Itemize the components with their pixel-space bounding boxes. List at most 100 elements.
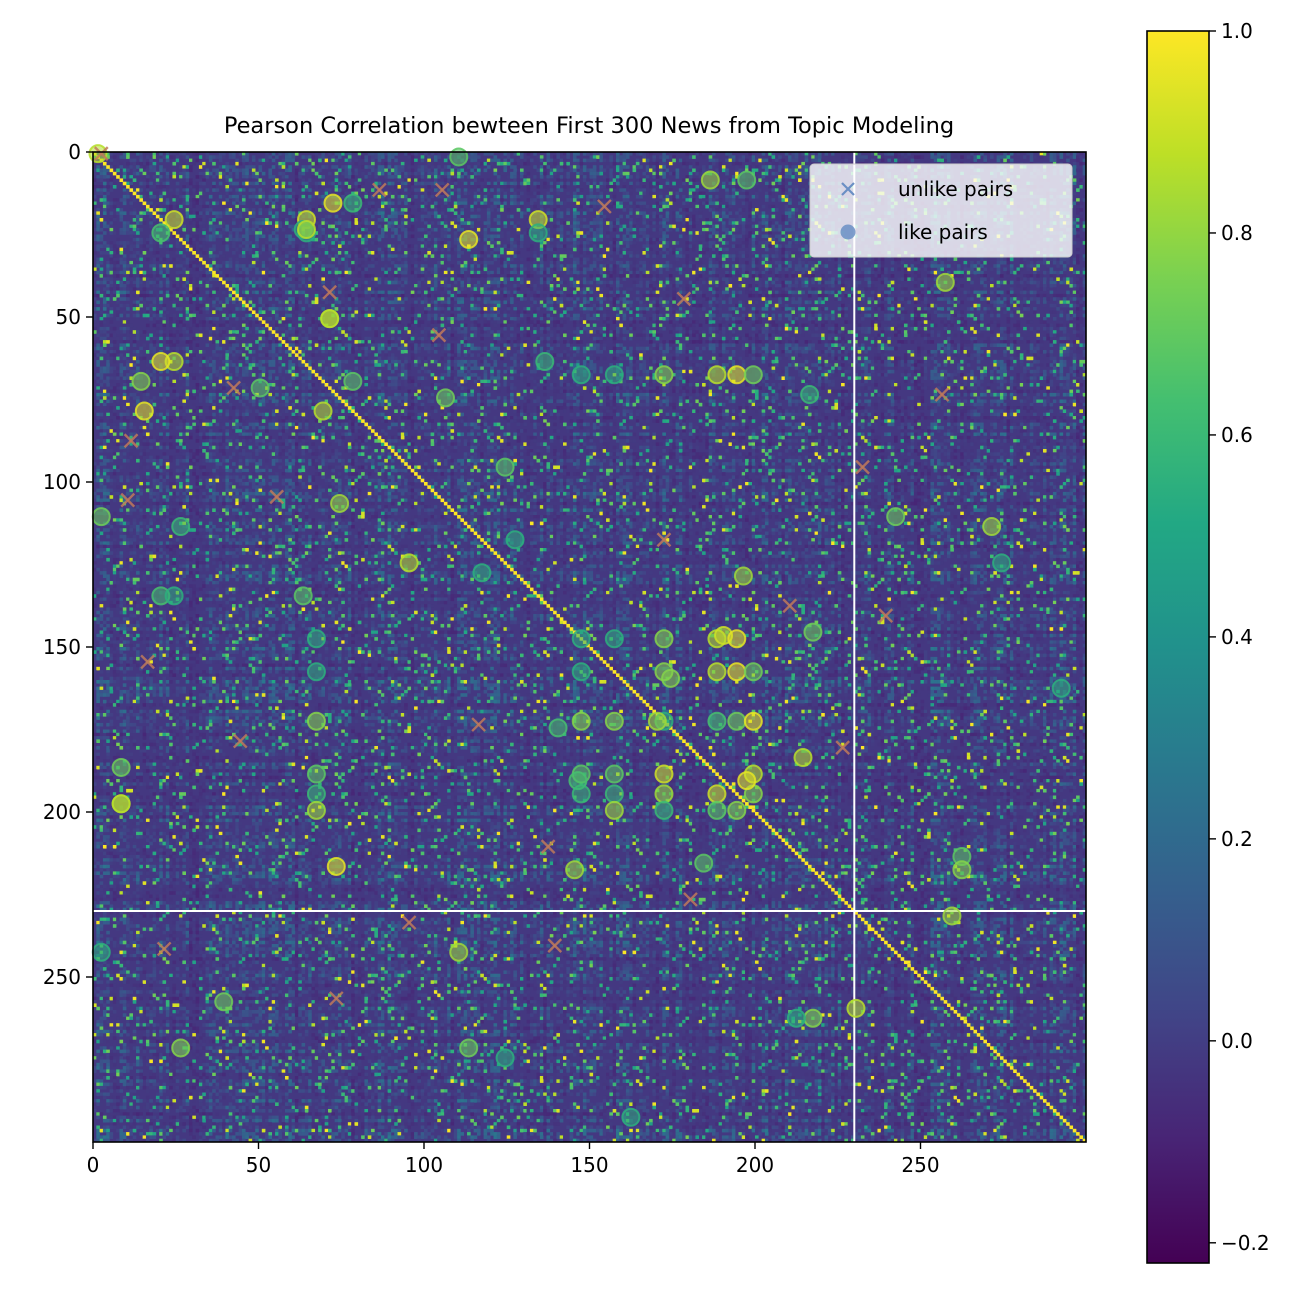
heatmap-cell — [494, 205, 498, 209]
heatmap-cell — [421, 169, 425, 173]
heatmap-cell — [811, 155, 815, 159]
heatmap-cell — [719, 205, 723, 209]
heatmap-cell — [583, 169, 587, 173]
heatmap-cell — [477, 169, 481, 173]
heatmap-cell — [801, 162, 805, 166]
heatmap-cell — [153, 175, 157, 179]
heatmap-cell — [646, 165, 650, 169]
heatmap-cell — [758, 159, 762, 163]
heatmap-cell — [527, 182, 531, 186]
heatmap-cell — [593, 155, 597, 159]
heatmap-cell — [206, 162, 210, 166]
heatmap-cell — [904, 159, 908, 163]
heatmap-cell — [272, 182, 276, 186]
heatmap-cell — [732, 202, 736, 206]
heatmap-cell — [623, 172, 627, 176]
heatmap-cell — [272, 175, 276, 179]
heatmap-cell — [192, 159, 196, 163]
heatmap-cell — [447, 178, 451, 182]
heatmap-cell — [973, 159, 977, 163]
heatmap-cell — [729, 205, 733, 209]
heatmap-cell — [298, 175, 302, 179]
heatmap-cell — [321, 155, 325, 159]
heatmap-cell — [259, 205, 263, 209]
heatmap-cell — [649, 192, 653, 196]
heatmap-cell — [331, 162, 335, 166]
heatmap-cell — [732, 178, 736, 182]
heatmap-cell — [609, 185, 613, 189]
heatmap-cell — [139, 162, 143, 166]
heatmap-cell — [292, 159, 296, 163]
heatmap-cell — [735, 169, 739, 173]
heatmap-cell — [371, 162, 375, 166]
heatmap-cell — [265, 192, 269, 196]
heatmap-cell — [619, 159, 623, 163]
heatmap-cell — [560, 169, 564, 173]
heatmap-cell — [437, 198, 441, 202]
heatmap-cell — [189, 192, 193, 196]
heatmap-cell — [275, 205, 279, 209]
heatmap-cell — [288, 159, 292, 163]
heatmap-cell — [225, 169, 229, 173]
heatmap-cell — [398, 205, 402, 209]
heatmap-cell — [699, 192, 703, 196]
heatmap-cell — [546, 202, 550, 206]
heatmap-cell — [692, 192, 696, 196]
heatmap-cell — [662, 172, 666, 176]
heatmap-cell — [801, 198, 805, 202]
heatmap-cell — [192, 188, 196, 192]
heatmap-cell — [765, 198, 769, 202]
heatmap-cell — [530, 159, 534, 163]
heatmap-cell — [795, 159, 799, 163]
heatmap-cell — [715, 159, 719, 163]
heatmap-cell — [656, 198, 660, 202]
heatmap-cell — [606, 159, 610, 163]
heatmap-cell — [821, 159, 825, 163]
heatmap-cell — [1016, 155, 1020, 159]
heatmap-cell — [662, 155, 666, 159]
heatmap-cell — [487, 185, 491, 189]
heatmap-cell — [540, 165, 544, 169]
heatmap-cell — [103, 195, 107, 199]
heatmap-cell — [179, 175, 183, 179]
heatmap-cell — [1069, 155, 1073, 159]
heatmap-cell — [308, 185, 312, 189]
heatmap-cell — [778, 195, 782, 199]
heatmap-cell — [533, 175, 537, 179]
heatmap-cell — [781, 182, 785, 186]
heatmap-cell — [417, 178, 421, 182]
heatmap-cell — [537, 175, 541, 179]
heatmap-cell — [477, 195, 481, 199]
heatmap-cell — [682, 195, 686, 199]
heatmap-cell — [497, 205, 501, 209]
heatmap-cell — [464, 182, 468, 186]
heatmap-cell — [252, 159, 256, 163]
heatmap-cell — [801, 192, 805, 196]
heatmap-cell — [662, 198, 666, 202]
heatmap-cell — [537, 155, 541, 159]
heatmap-cell — [927, 159, 931, 163]
heatmap-cell — [229, 182, 233, 186]
heatmap-cell — [685, 192, 689, 196]
heatmap-cell — [729, 185, 733, 189]
heatmap-cell — [616, 205, 620, 209]
heatmap-cell — [119, 185, 123, 189]
heatmap-cell — [719, 165, 723, 169]
heatmap-cell — [861, 159, 865, 163]
heatmap-cell — [450, 192, 454, 196]
heatmap-cell — [206, 205, 210, 209]
heatmap-cell — [781, 159, 785, 163]
heatmap-cell — [123, 198, 127, 202]
heatmap-cell — [464, 202, 468, 206]
heatmap-cell — [444, 159, 448, 163]
heatmap-cell — [1073, 155, 1077, 159]
heatmap-cell — [345, 175, 349, 179]
heatmap-cell — [348, 165, 352, 169]
heatmap-cell — [172, 198, 176, 202]
heatmap-cell — [623, 155, 627, 159]
heatmap-cell — [113, 202, 117, 206]
heatmap-cell — [282, 205, 286, 209]
heatmap-cell — [616, 202, 620, 206]
heatmap-cell — [464, 198, 468, 202]
heatmap-cell — [394, 165, 398, 169]
